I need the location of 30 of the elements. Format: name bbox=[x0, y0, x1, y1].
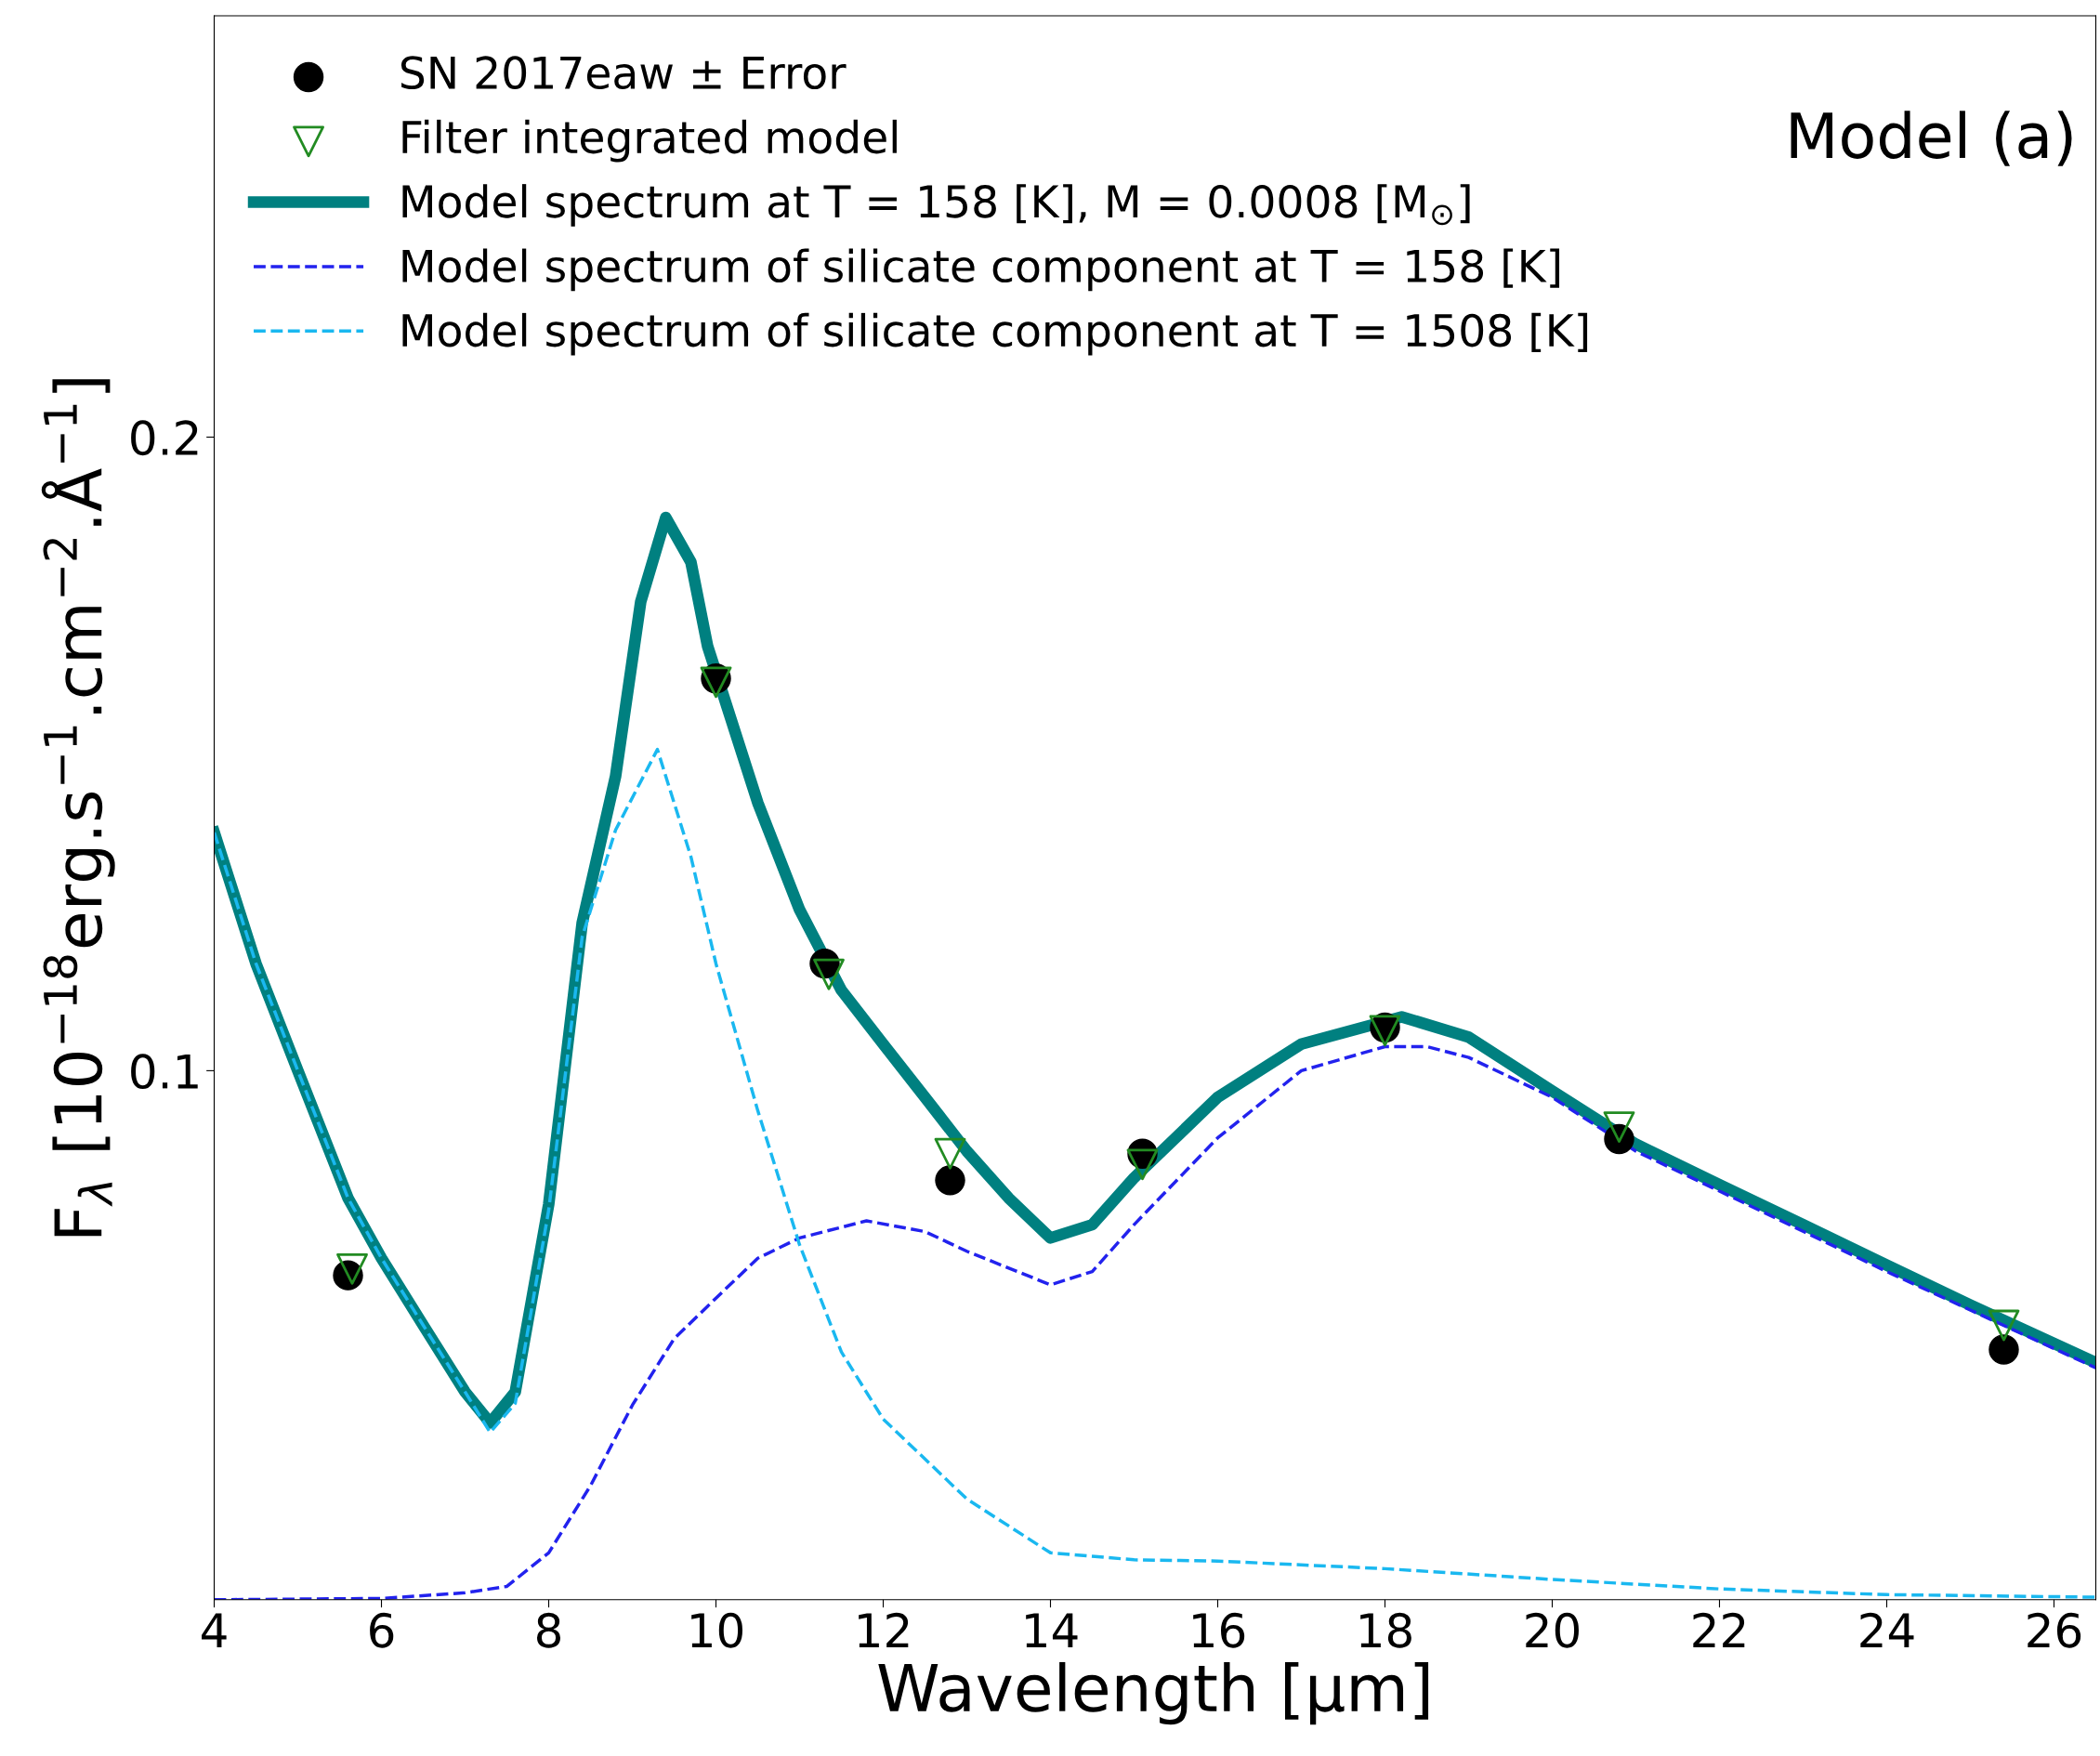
x-tick-label: 26 bbox=[2028, 1612, 2081, 1648]
x-tick-label: 14 bbox=[1026, 1613, 1078, 1647]
x-axis-title: Wavelength [μm] bbox=[878, 1661, 1429, 1725]
annotation: Model (a) bbox=[1791, 111, 2072, 166]
point bbox=[1126, 1148, 1159, 1181]
y-tick-label: 0.2 bbox=[131, 420, 198, 456]
x-tick-label: 4 bbox=[202, 1613, 227, 1647]
legend-label: Model spectrum of silicate component at T = 1508 [K] bbox=[402, 312, 1588, 356]
text: F$_{λ}$ [10$^{−18}$erg.s$^{−1}$.cm$^{−2}$.Å$^{−1}$] bbox=[41, 379, 115, 1237]
y-tick-label: 0.1 bbox=[131, 1054, 198, 1090]
point bbox=[813, 958, 845, 990]
x-tick-label: 20 bbox=[1526, 1612, 1579, 1648]
point bbox=[336, 1252, 368, 1285]
x-tick-label: 12 bbox=[859, 1612, 909, 1647]
x-tick-label: 18 bbox=[1360, 1612, 1411, 1648]
x-tick-label: 16 bbox=[1193, 1612, 1245, 1648]
x-tick-label: 24 bbox=[1860, 1612, 1914, 1647]
point bbox=[934, 1137, 966, 1170]
point bbox=[1603, 1111, 1635, 1143]
legend-label: Filter integrated model bbox=[402, 119, 897, 163]
point bbox=[935, 1165, 965, 1196]
legend-label: Model spectrum at T = 158 [K], M = 0.0008 [M$_{⊙}$] bbox=[402, 184, 1470, 227]
x-tick-label: 22 bbox=[1693, 1612, 1745, 1647]
x-tick-label: 6 bbox=[370, 1612, 394, 1648]
legend-label: Model spectrum of silicate component at T = 158 [K] bbox=[402, 248, 1560, 292]
point bbox=[1988, 1334, 2019, 1365]
x-tick-label: 8 bbox=[537, 1612, 560, 1648]
legend-label: SN 2017eaw ± Error bbox=[400, 56, 847, 90]
x-tick-label: 10 bbox=[691, 1612, 742, 1648]
point bbox=[1988, 1309, 2020, 1342]
